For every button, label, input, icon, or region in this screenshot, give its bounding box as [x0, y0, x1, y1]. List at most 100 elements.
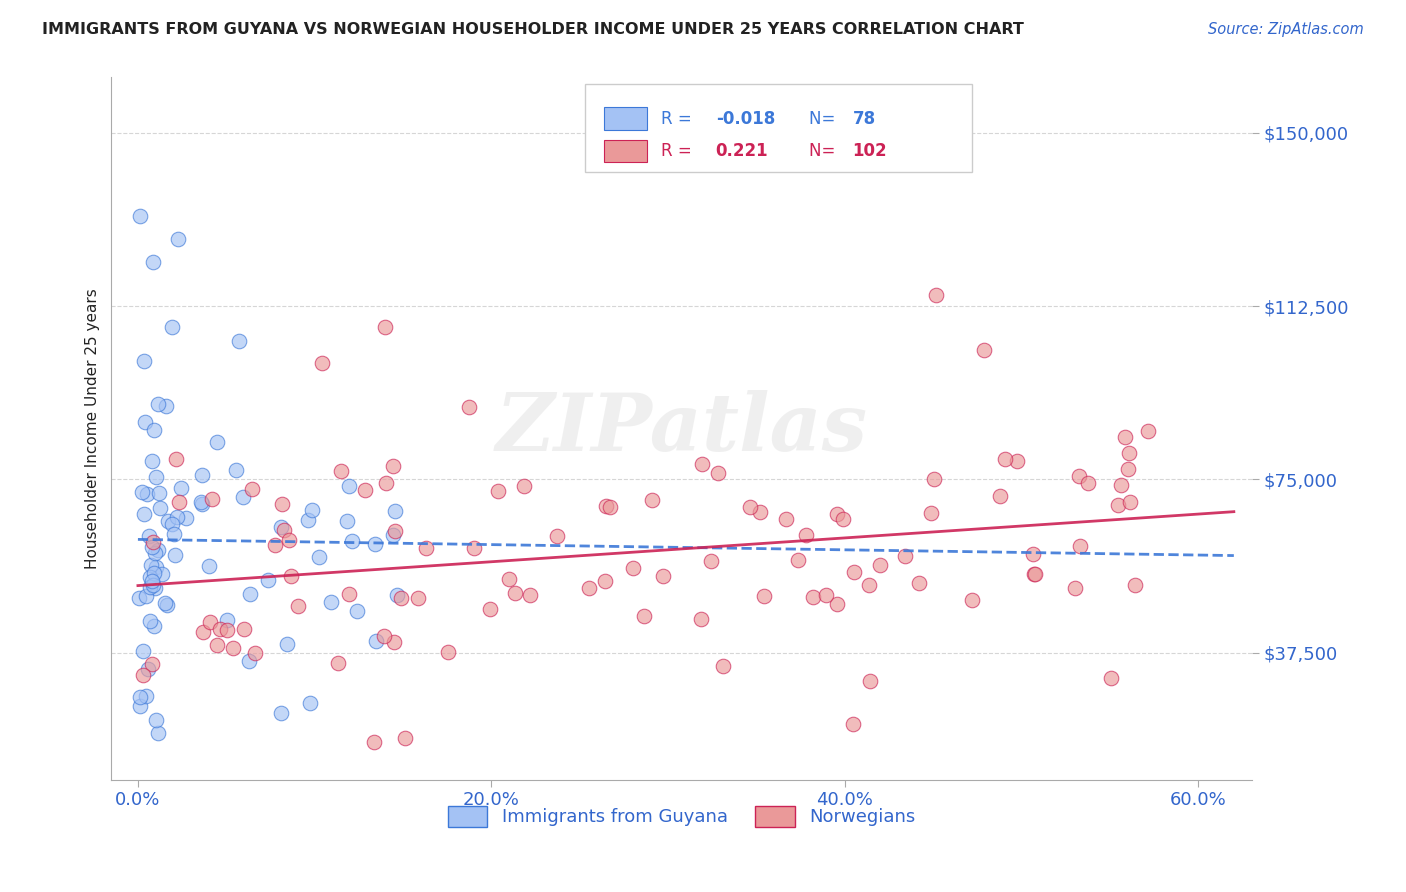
Point	[346, 604, 368, 618]
Text: 102: 102	[852, 142, 887, 160]
Point	[692, 457, 714, 471]
Point	[160, 517, 183, 532]
Point	[389, 591, 412, 605]
Point	[276, 637, 298, 651]
Point	[142, 423, 165, 437]
Point	[198, 558, 221, 573]
Point	[841, 716, 863, 731]
Point	[191, 624, 214, 639]
Point	[145, 469, 167, 483]
Text: 78: 78	[852, 110, 876, 128]
Point	[167, 232, 190, 246]
Point	[160, 319, 183, 334]
Point	[1024, 566, 1046, 581]
Point	[689, 612, 711, 626]
Point	[148, 486, 170, 500]
Point	[463, 541, 485, 555]
Point	[138, 529, 160, 543]
Point	[232, 490, 254, 504]
Point	[141, 454, 163, 468]
Point	[832, 512, 855, 526]
Point	[794, 528, 817, 542]
Point	[1114, 430, 1136, 444]
Point	[1118, 445, 1140, 459]
Point	[505, 586, 527, 600]
Point	[1136, 424, 1159, 438]
Y-axis label: Householder Income Under 25 years: Householder Income Under 25 years	[86, 288, 100, 569]
Point	[145, 713, 167, 727]
Text: R =: R =	[661, 110, 697, 128]
Point	[298, 696, 321, 710]
Point	[385, 588, 408, 602]
Point	[128, 591, 150, 605]
Point	[225, 463, 247, 477]
Point	[166, 509, 188, 524]
Point	[713, 659, 735, 673]
Point	[141, 657, 163, 671]
Point	[129, 209, 152, 223]
Point	[190, 468, 212, 483]
Point	[141, 540, 163, 554]
Point	[297, 513, 319, 527]
Text: ZIPatlas: ZIPatlas	[495, 390, 868, 467]
Text: N=: N=	[810, 142, 841, 160]
Point	[994, 452, 1017, 467]
Point	[198, 615, 221, 630]
Point	[134, 415, 156, 429]
Point	[1077, 476, 1099, 491]
Point	[908, 576, 931, 591]
Point	[595, 574, 617, 589]
Point	[546, 529, 568, 543]
Point	[257, 574, 280, 588]
Point	[651, 569, 673, 583]
Point	[394, 731, 416, 746]
Point	[925, 287, 948, 301]
Bar	[605, 140, 647, 162]
FancyBboxPatch shape	[585, 85, 972, 172]
Point	[512, 479, 534, 493]
Point	[740, 500, 762, 515]
Point	[1107, 498, 1129, 512]
Point	[1123, 578, 1146, 592]
Point	[163, 527, 186, 541]
Point	[363, 734, 385, 748]
Point	[132, 353, 155, 368]
Point	[190, 495, 212, 509]
Point	[190, 497, 212, 511]
Text: N=: N=	[810, 110, 841, 128]
Point	[174, 511, 197, 525]
Point	[132, 644, 155, 658]
Point	[479, 601, 502, 615]
Point	[415, 541, 437, 556]
Point	[128, 690, 150, 704]
Text: R =: R =	[661, 142, 697, 160]
Point	[201, 492, 224, 507]
Point	[486, 483, 509, 498]
Point	[142, 618, 165, 632]
Point	[301, 502, 323, 516]
Point	[129, 698, 152, 713]
Point	[207, 638, 229, 652]
Point	[382, 527, 405, 541]
Point	[337, 479, 360, 493]
Point	[384, 504, 406, 518]
Point	[222, 640, 245, 655]
Point	[922, 472, 945, 486]
Point	[1069, 469, 1091, 483]
Point	[1024, 567, 1046, 582]
Point	[167, 494, 190, 508]
Point	[436, 645, 458, 659]
Point	[209, 622, 232, 636]
Point	[139, 558, 162, 572]
Point	[578, 581, 600, 595]
Legend: Immigrants from Guyana, Norwegians: Immigrants from Guyana, Norwegians	[440, 798, 922, 834]
Point	[384, 524, 406, 538]
Point	[336, 514, 359, 528]
Point	[273, 523, 295, 537]
Point	[519, 588, 541, 602]
Point	[633, 609, 655, 624]
Point	[775, 512, 797, 526]
Point	[825, 597, 848, 611]
Bar	[605, 107, 647, 130]
Point	[458, 401, 481, 415]
